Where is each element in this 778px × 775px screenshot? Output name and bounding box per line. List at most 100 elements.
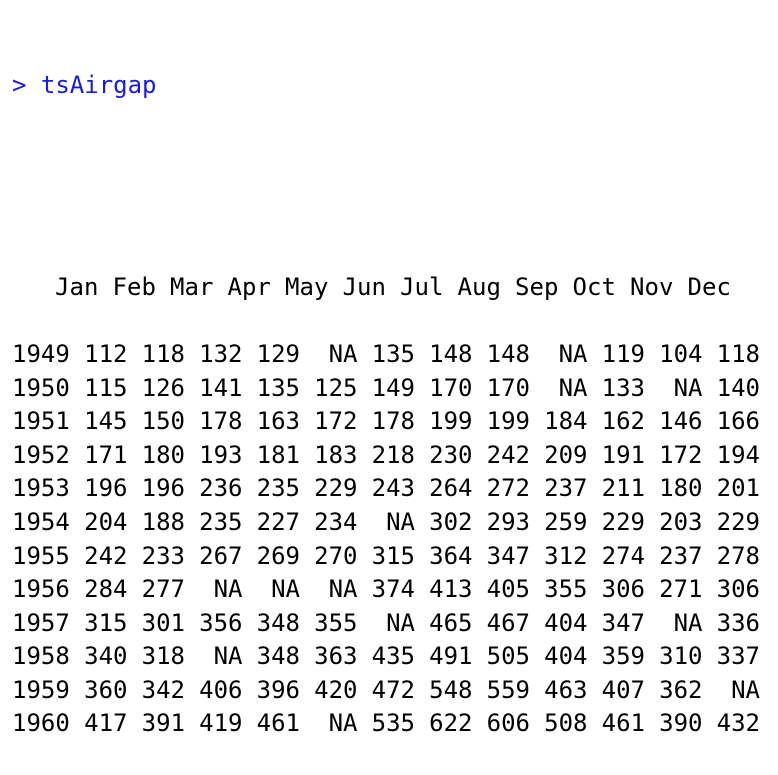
row-year-label: 1949: [12, 339, 70, 368]
table-cell: 203: [659, 507, 703, 536]
table-cell: 211: [601, 474, 645, 503]
table-cell: 148: [486, 339, 530, 368]
table-cell: 404: [544, 642, 588, 671]
row-year-label: 1953: [12, 474, 70, 503]
table-cell: 505: [486, 642, 530, 671]
table-cell: 140: [716, 373, 760, 402]
table-cell: 119: [601, 339, 645, 368]
table-cell: 229: [716, 507, 760, 536]
table-cell: 463: [544, 675, 588, 704]
table-cell: 310: [659, 642, 703, 671]
table-cell: NA: [328, 709, 358, 738]
table-cell: 293: [486, 507, 530, 536]
table-cell: 194: [716, 440, 760, 469]
row-year-label: 1960: [12, 709, 70, 738]
table-cell: 118: [716, 339, 760, 368]
table-cell: 348: [256, 642, 300, 671]
table-cell: 406: [199, 675, 243, 704]
column-header-apr: Apr: [227, 272, 271, 301]
row-year-label: 1954: [12, 507, 70, 536]
table-cell: 199: [429, 407, 473, 436]
row-year-label: 1952: [12, 440, 70, 469]
table-cell: 347: [601, 608, 645, 637]
row-year-label: 1959: [12, 675, 70, 704]
table-cell: NA: [386, 507, 415, 536]
table-cell: 150: [141, 407, 185, 436]
table-cell: 184: [544, 407, 588, 436]
r-console-output: > tsAirgap Jan Feb Mar Apr May Jun Jul Aug Sep Oc…: [12, 2, 760, 775]
table-cell: 432: [716, 709, 760, 738]
table-cell: 234: [314, 507, 358, 536]
column-header-aug: Aug: [457, 272, 501, 301]
table-cell: NA: [328, 339, 358, 368]
table-cell: 233: [141, 541, 185, 570]
table-cell: 348: [256, 608, 300, 637]
table-cell: 264: [429, 474, 473, 503]
table-cell: 278: [716, 541, 760, 570]
column-header-row: Jan Feb Mar Apr May Jun Jul Aug Sep Oct Nov Dec: [12, 204, 760, 301]
table-cell: 374: [371, 575, 415, 604]
table-cell: 237: [659, 541, 703, 570]
table-cell: 191: [601, 440, 645, 469]
table-cell: 606: [486, 709, 530, 738]
table-cell: 347: [486, 541, 530, 570]
table-row: 1954 204 188 235 227 234 NA 302 293 259 229 203 229: [12, 506, 760, 540]
table-cell: 129: [256, 339, 300, 368]
table-cell: 306: [601, 575, 645, 604]
table-cell: 363: [314, 642, 358, 671]
table-cell: 235: [199, 507, 243, 536]
table-cell: 270: [314, 541, 358, 570]
column-header-may: May: [285, 272, 329, 301]
table-cell: 180: [659, 474, 703, 503]
table-cell: 472: [371, 675, 415, 704]
row-year-label: 1958: [12, 642, 70, 671]
table-cell: 229: [314, 474, 358, 503]
table-cell: 259: [544, 507, 588, 536]
table-cell: 390: [659, 709, 703, 738]
table-cell: 149: [371, 373, 415, 402]
table-cell: 171: [84, 440, 128, 469]
command-line: > tsAirgap: [12, 69, 760, 103]
table-cell: 237: [544, 474, 588, 503]
table-cell: 135: [256, 373, 300, 402]
table-cell: 170: [486, 373, 530, 402]
table-cell: 145: [84, 407, 128, 436]
table-cell: 180: [141, 440, 185, 469]
table-cell: NA: [673, 608, 703, 637]
table-cell: 272: [486, 474, 530, 503]
table-cell: NA: [386, 608, 415, 637]
column-header-jan: Jan: [55, 272, 99, 301]
table-cell: 461: [601, 709, 645, 738]
table-cell: 404: [544, 608, 588, 637]
table-cell: 209: [544, 440, 588, 469]
table-cell: 170: [429, 373, 473, 402]
table-row: 1958 340 318 NA 348 363 435 491 505 404 359 310 337: [12, 640, 760, 674]
column-header-feb: Feb: [112, 272, 156, 301]
table-row: 1950 115 126 141 135 125 149 170 170 NA 133 NA 140: [12, 372, 760, 406]
table-cell: 172: [314, 407, 358, 436]
table-cell: 336: [716, 608, 760, 637]
table-cell: 362: [659, 675, 703, 704]
table-cell: 284: [84, 575, 128, 604]
table-cell: 135: [371, 339, 415, 368]
column-header-oct: Oct: [572, 272, 616, 301]
table-cell: NA: [731, 675, 760, 704]
table-row: 1956 284 277 NA NA NA 374 413 405 355 306 271 306: [12, 573, 760, 607]
table-cell: 407: [601, 675, 645, 704]
table-row: 1960 417 391 419 461 NA 535 622 606 508 461 390 432: [12, 707, 760, 741]
table-cell: 396: [256, 675, 300, 704]
table-cell: 356: [199, 608, 243, 637]
table-row: 1957 315 301 356 348 355 NA 465 467 404 347 NA 336: [12, 607, 760, 641]
table-cell: 355: [544, 575, 588, 604]
table-cell: 465: [429, 608, 473, 637]
table-row: 1951 145 150 178 163 172 178 199 199 184 162 146 166: [12, 405, 760, 439]
table-cell: 235: [256, 474, 300, 503]
table-cell: 360: [84, 675, 128, 704]
table-cell: 196: [141, 474, 185, 503]
table-cell: 461: [256, 709, 300, 738]
table-cell: 118: [141, 339, 185, 368]
table-cell: 172: [659, 440, 703, 469]
table-row: 1949 112 118 132 129 NA 135 148 148 NA 119 104 118: [12, 338, 760, 372]
table-cell: 391: [141, 709, 185, 738]
table-cell: 435: [371, 642, 415, 671]
